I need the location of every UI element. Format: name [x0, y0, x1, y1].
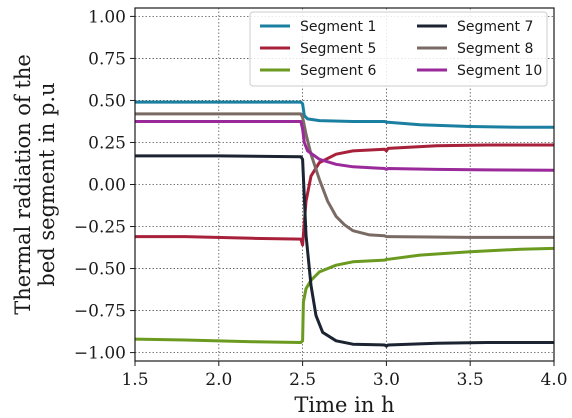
x-tick-label: 2.0 [205, 370, 232, 390]
x-axis-label: Time in h [294, 393, 394, 417]
y-axis-label-line-1: Thermal radiation of the [11, 54, 35, 315]
legend-label: Segment 6 [300, 63, 376, 79]
x-tick-label: 1.5 [121, 370, 148, 390]
x-tick-label: 3.5 [457, 370, 484, 390]
x-tick-label: 2.5 [289, 370, 316, 390]
y-tick-label: 0.75 [88, 49, 126, 69]
legend-label: Segment 8 [457, 41, 533, 57]
legend-label: Segment 10 [457, 63, 542, 79]
x-tick-label: 3.0 [373, 370, 400, 390]
y-tick-label: 0.00 [88, 176, 126, 196]
axis-ticks: 1.5 2.0 2.5 3.0 3.5 4.0 1.00 0.75 0.50 0.25 0.00 −0… [74, 7, 568, 390]
y-axis-label-line-2: bed segment in p.u [35, 82, 59, 286]
series-lines [134, 100, 555, 348]
y-tick-label: −0.75 [74, 302, 126, 322]
y-tick-label: 1.00 [88, 7, 126, 27]
series-line-segment-6 [134, 246, 555, 344]
legend-label: Segment 5 [300, 41, 376, 57]
y-tick-label: −1.00 [74, 344, 126, 364]
y-tick-label: −0.50 [74, 260, 126, 280]
series-line-segment-10 [135, 120, 555, 172]
legend-label: Segment 1 [300, 19, 376, 35]
y-tick-label: 0.25 [88, 133, 126, 153]
series-line-segment-1 [135, 100, 554, 129]
y-tick-label: −0.25 [74, 218, 126, 238]
series-line-segment-8 [135, 112, 554, 239]
legend-box [249, 11, 548, 87]
y-tick-label: 0.50 [88, 91, 126, 111]
legend: Segment 1 Segment 5 Segment 6 Segment 7 Segm… [249, 11, 548, 87]
x-tick-label: 4.0 [540, 370, 567, 390]
series-line-segment-7 [135, 154, 554, 348]
legend-label: Segment 7 [457, 19, 533, 35]
series-line-segment-5 [135, 143, 554, 247]
